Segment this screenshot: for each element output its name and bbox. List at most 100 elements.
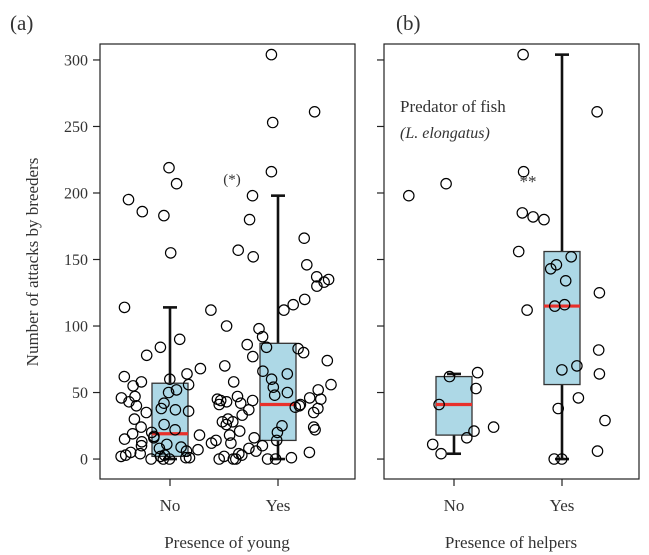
data-point	[289, 401, 302, 413]
data-point	[243, 442, 255, 455]
data-point	[550, 258, 563, 271]
data-point	[163, 453, 176, 465]
x-tick-label: Yes	[266, 496, 291, 515]
panel-a-frame	[99, 43, 356, 480]
y-tick-label: 0	[80, 452, 88, 469]
data-point	[270, 434, 283, 447]
data-point	[219, 360, 231, 372]
data-point	[308, 106, 321, 118]
data-point	[309, 423, 321, 436]
data-point	[303, 392, 316, 404]
data-point	[556, 364, 568, 376]
data-point	[220, 320, 233, 332]
data-point	[265, 165, 278, 178]
data-point	[271, 426, 284, 439]
data-point	[136, 435, 148, 448]
data-point	[135, 439, 148, 452]
data-point	[173, 333, 186, 346]
y-axis-title: Number of attacks by breeders	[23, 158, 42, 367]
data-point	[426, 438, 439, 451]
data-point	[435, 447, 447, 460]
data-point	[236, 409, 248, 421]
data-point	[162, 386, 175, 399]
x-tick-label: No	[160, 496, 181, 515]
data-point	[548, 453, 560, 465]
data-point	[158, 209, 170, 222]
data-point	[516, 207, 529, 219]
data-point	[115, 392, 128, 404]
data-point	[115, 450, 127, 463]
data-point	[233, 425, 246, 437]
y-tick-label: 250	[64, 119, 88, 136]
data-point	[267, 381, 280, 393]
data-point	[157, 453, 170, 465]
data-point	[118, 370, 131, 383]
panel-a-label: (a)	[10, 11, 33, 35]
data-point	[297, 346, 310, 359]
data-point	[433, 398, 445, 411]
data-point	[154, 341, 167, 354]
data-point	[443, 370, 456, 383]
y-tick-label: 200	[64, 185, 88, 202]
data-point	[193, 429, 206, 441]
data-point	[158, 418, 170, 431]
data-point	[261, 453, 274, 465]
data-point	[460, 431, 473, 444]
data-point	[163, 161, 175, 174]
data-point	[517, 165, 530, 178]
x-tick-label: Yes	[550, 496, 575, 515]
data-point	[571, 360, 583, 372]
data-point	[471, 366, 484, 379]
data-point	[123, 395, 135, 408]
data-point	[555, 453, 568, 465]
data-point	[593, 286, 606, 299]
data-point	[140, 349, 153, 362]
data-point	[220, 395, 233, 408]
data-point	[205, 437, 218, 449]
y-tick-label: 100	[64, 319, 88, 336]
data-point	[241, 338, 253, 351]
x-axis-title-a: Presence of young	[164, 533, 290, 552]
data-point	[135, 421, 147, 433]
data-point	[130, 399, 143, 412]
data-point	[234, 397, 247, 409]
data-point	[243, 213, 256, 226]
data-point	[230, 453, 242, 465]
data-point	[223, 429, 236, 441]
data-point	[591, 445, 604, 457]
data-point	[592, 344, 605, 356]
data-point	[119, 449, 132, 461]
data-point	[227, 415, 239, 428]
panel-b-label: (b)	[396, 11, 421, 35]
data-point	[250, 445, 262, 457]
data-point	[552, 402, 564, 415]
data-point	[257, 365, 269, 377]
data-point	[129, 390, 141, 403]
data-point	[325, 378, 337, 391]
data-point	[161, 438, 173, 451]
data-point	[134, 447, 146, 460]
data-point	[247, 250, 259, 263]
data-point	[517, 48, 529, 61]
y-tick-label: 300	[64, 52, 88, 69]
data-point	[194, 362, 207, 375]
data-point	[572, 392, 585, 404]
data-point	[145, 453, 157, 465]
data-point	[599, 414, 611, 427]
data-point	[300, 258, 313, 271]
data-point	[158, 397, 170, 409]
data-point	[182, 378, 195, 391]
data-point	[127, 380, 139, 392]
data-point	[487, 421, 500, 433]
data-point	[311, 280, 323, 292]
data-point	[248, 431, 260, 444]
data-point	[227, 376, 240, 388]
data-point	[164, 373, 176, 385]
y-tick-label: 50	[72, 385, 88, 402]
data-point	[169, 423, 181, 436]
data-point	[140, 406, 153, 419]
data-point	[321, 354, 334, 367]
data-point	[402, 189, 415, 202]
data-point	[266, 116, 279, 129]
